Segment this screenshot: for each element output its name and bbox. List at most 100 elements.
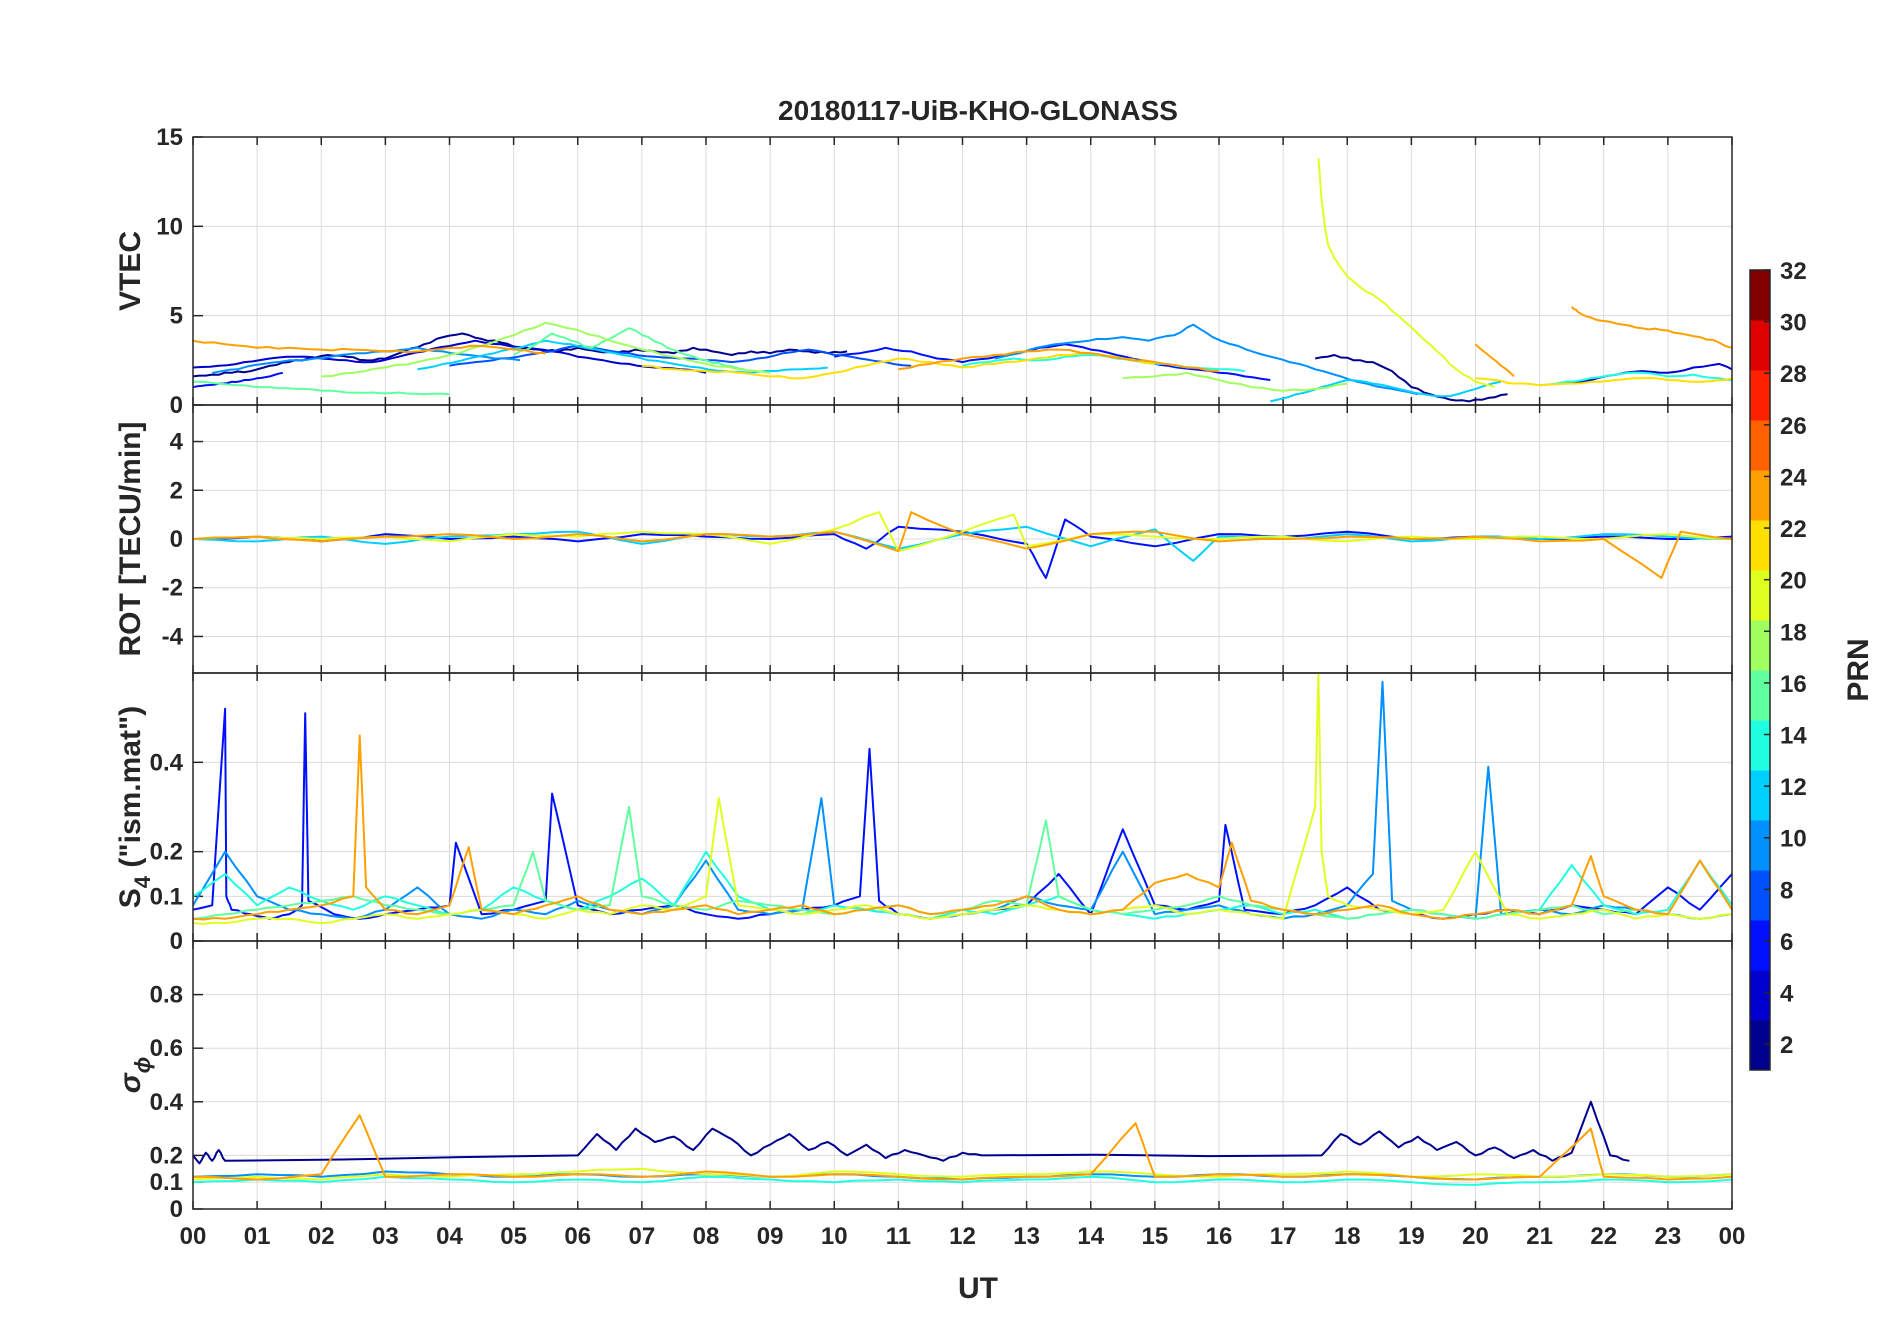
x-tick-label: 21	[1526, 1223, 1553, 1250]
colorbar-frame	[1749, 269, 1771, 1071]
x-tick-label: 22	[1590, 1223, 1617, 1250]
x-tick-label: 12	[949, 1223, 976, 1250]
y-tick-label: 0.4	[150, 749, 184, 776]
colorbar-segment	[1750, 720, 1770, 771]
series-line-prn-23	[193, 1114, 1732, 1181]
colorbar-tick-label: 2	[1780, 1032, 1793, 1059]
colorbar-label: PRN	[1842, 638, 1875, 701]
x-tick-label: 17	[1270, 1223, 1297, 1250]
colorbar-segment	[1750, 470, 1770, 521]
colorbar-segment	[1750, 570, 1770, 621]
colorbar-tick-label: 22	[1780, 516, 1807, 543]
series-line-prn-19	[193, 673, 1732, 925]
y-tick-label: 0.2	[150, 1142, 183, 1169]
colorbar-tick-label: 6	[1780, 929, 1793, 956]
y-axis-label: ROT [TECU/min]	[114, 422, 147, 657]
series-group	[193, 1100, 1732, 1186]
series-line-prn-15	[513, 327, 745, 371]
colorbar-segment	[1750, 320, 1770, 371]
colorbar-segment	[1750, 770, 1770, 821]
series-line-prn-23	[193, 734, 1732, 921]
x-tick-label: 05	[500, 1223, 527, 1250]
series-line-prn-1	[193, 1100, 1630, 1165]
series-line-prn-3	[193, 339, 707, 374]
panel-s4: 0 0.1 0.2 0.4S4 ("ism.mat")	[114, 672, 1733, 955]
x-tick-label: 19	[1398, 1223, 1425, 1250]
y-tick-label: -4	[162, 623, 184, 650]
y-tick-label: 0.6	[150, 1035, 183, 1062]
series-line-prn-23	[1474, 343, 1515, 378]
y-label-subscript: 4	[130, 875, 155, 888]
colorbar-segment	[1750, 520, 1770, 571]
colorbar-tick-label: 16	[1780, 671, 1807, 698]
colorbar-tick-label: 32	[1780, 258, 1807, 285]
x-axis-label: UT	[958, 1272, 998, 1305]
y-tick-label: 0.2	[150, 839, 183, 866]
panel-rot: -4 -2 0 2 4 ROT [TECU/min]	[114, 404, 1733, 674]
colorbar-segment	[1750, 920, 1770, 971]
colorbar-tick-label: 8	[1780, 877, 1793, 904]
colorbar-tick-label: 12	[1780, 774, 1807, 801]
series-line-prn-23	[193, 339, 546, 355]
panel-frame	[192, 940, 1733, 1210]
series-group	[193, 158, 1732, 403]
series-line-prn-3	[1565, 362, 1732, 385]
y-axis-label: σϕ	[114, 1057, 155, 1094]
colorbar-tick-label: 30	[1780, 310, 1807, 337]
x-tick-label: 20	[1462, 1223, 1489, 1250]
series-line-prn-11	[1270, 379, 1502, 403]
series-line-prn-23	[1570, 306, 1732, 349]
x-tick-label: 03	[372, 1223, 399, 1250]
x-tick-label: 16	[1206, 1223, 1233, 1250]
y-label-subscript: ϕ	[130, 1057, 155, 1074]
series-group	[193, 511, 1732, 579]
colorbar-tick-label: 28	[1780, 361, 1807, 388]
x-tick-label: 10	[821, 1223, 848, 1250]
series-line-prn-24	[898, 348, 1220, 373]
y-tick-label: 0	[170, 928, 183, 955]
y-axis-label: S4 ("ism.mat")	[114, 706, 155, 908]
series-line-prn-9	[994, 323, 1419, 396]
colorbar-tick-label: 4	[1780, 981, 1794, 1008]
x-tick-label: 04	[436, 1223, 463, 1250]
series-line-prn-21	[641, 352, 1156, 380]
x-tick-label: 11	[886, 1223, 911, 1250]
y-label-symbol: σ	[114, 1072, 147, 1093]
y-tick-label: 0.1	[150, 1169, 183, 1196]
colorbar-segment	[1750, 370, 1770, 421]
series-line-prn-17	[1122, 371, 1348, 392]
colorbar-segment	[1750, 270, 1770, 321]
series-line-prn-13	[193, 1175, 1732, 1186]
series-line-prn-5	[834, 343, 1271, 381]
series-line-prn-9	[212, 346, 521, 374]
y-tick-label: 0.1	[150, 883, 183, 910]
series-group	[193, 673, 1732, 925]
y-tick-label: -2	[162, 575, 183, 602]
y-tick-label: 5	[170, 303, 183, 330]
y-tick-label: 10	[156, 213, 183, 240]
y-tick-label: 2	[170, 477, 183, 504]
y-tick-label: 0	[170, 526, 183, 553]
colorbar-segment	[1750, 420, 1770, 471]
x-tick-label: 13	[1013, 1223, 1040, 1250]
x-tick-label: 02	[308, 1223, 335, 1250]
series-line-prn-23	[193, 511, 1732, 579]
y-axis-label: VTEC	[114, 231, 147, 311]
colorbar-tick-label: 14	[1780, 723, 1807, 750]
series-line-prn-17	[321, 321, 771, 378]
series-line-prn-13	[1539, 371, 1732, 387]
panel-sigma_phi: 00.10.2 0.4 0.6 0.8 σϕ 00 01 02 03 04 05 06 07 08 09 10…	[114, 940, 1745, 1250]
y-tick-label: 4	[170, 429, 184, 456]
colorbar-tick-label: 24	[1780, 464, 1807, 491]
y-tick-label: 0	[170, 392, 183, 419]
colorbar-tick-label: 10	[1780, 826, 1807, 853]
y-tick-label: 0.8	[150, 982, 183, 1009]
colorbar-segment	[1750, 670, 1770, 721]
series-line-prn-1	[1315, 354, 1508, 403]
x-tick-label: 23	[1655, 1223, 1682, 1250]
colorbar-segment	[1750, 870, 1770, 921]
series-line-prn-21	[1475, 377, 1732, 387]
x-tick-label: 09	[757, 1223, 784, 1250]
